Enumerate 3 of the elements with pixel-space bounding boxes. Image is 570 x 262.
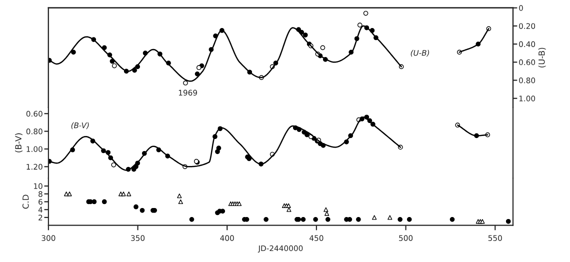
y-axis-title: (B-V) <box>15 133 22 152</box>
y-axis-title: C.D <box>22 194 29 209</box>
y2-axis-title: (U-B) <box>538 48 546 68</box>
